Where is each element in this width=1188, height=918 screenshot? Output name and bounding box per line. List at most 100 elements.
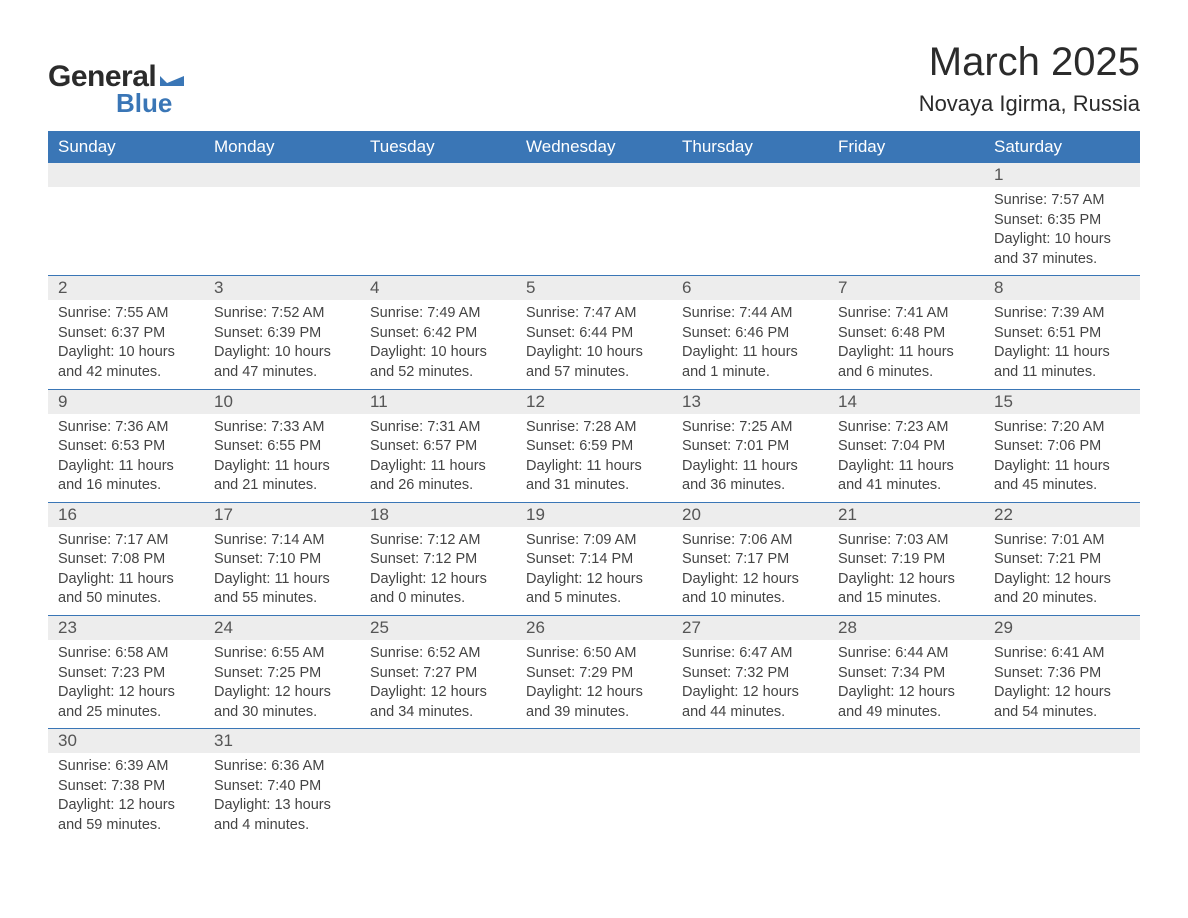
weekday-header: Monday	[204, 131, 360, 163]
day-number	[360, 729, 516, 753]
day-body: Sunrise: 7:41 AMSunset: 6:48 PMDaylight:…	[828, 300, 984, 388]
day-sunrise: Sunrise: 7:09 AM	[526, 531, 662, 551]
calendar-cell	[672, 729, 828, 842]
day-daylight1: Daylight: 12 hours	[682, 683, 818, 703]
calendar-cell: 20Sunrise: 7:06 AMSunset: 7:17 PMDayligh…	[672, 502, 828, 615]
weekday-header: Wednesday	[516, 131, 672, 163]
day-number	[204, 163, 360, 187]
day-daylight2: and 42 minutes.	[58, 363, 194, 383]
calendar-week-row: 2Sunrise: 7:55 AMSunset: 6:37 PMDaylight…	[48, 276, 1140, 389]
day-sunset: Sunset: 7:04 PM	[838, 437, 974, 457]
day-number: 31	[204, 729, 360, 753]
calendar-week-row: 30Sunrise: 6:39 AMSunset: 7:38 PMDayligh…	[48, 729, 1140, 842]
day-number: 7	[828, 276, 984, 300]
calendar-cell: 2 Sunrise: 7:55 AMSunset: 6:37 PMDaylight…	[48, 276, 204, 389]
day-sunset: Sunset: 7:25 PM	[214, 664, 350, 684]
day-sunrise: Sunrise: 7:31 AM	[370, 418, 506, 438]
day-sunset: Sunset: 6:59 PM	[526, 437, 662, 457]
day-daylight1: Daylight: 11 hours	[58, 457, 194, 477]
day-body	[516, 187, 672, 267]
calendar-cell: 21Sunrise: 7:03 AMSunset: 7:19 PMDayligh…	[828, 502, 984, 615]
day-daylight2: and 15 minutes.	[838, 589, 974, 609]
day-sunrise: Sunrise: 7:25 AM	[682, 418, 818, 438]
day-number: 6	[672, 276, 828, 300]
calendar-cell: 11Sunrise: 7:31 AMSunset: 6:57 PMDayligh…	[360, 389, 516, 502]
day-body: Sunrise: 6:36 AMSunset: 7:40 PMDaylight:…	[204, 753, 360, 841]
calendar-week-row: 1Sunrise: 7:57 AMSunset: 6:35 PMDaylight…	[48, 163, 1140, 276]
calendar-cell	[360, 163, 516, 276]
day-number: 5	[516, 276, 672, 300]
day-daylight1: Daylight: 12 hours	[214, 683, 350, 703]
day-number	[672, 163, 828, 187]
day-sunrise: Sunrise: 7:55 AM	[58, 304, 194, 324]
day-number: 2	[48, 276, 204, 300]
logo: General Blue	[48, 60, 184, 119]
day-sunset: Sunset: 6:37 PM	[58, 324, 194, 344]
day-daylight2: and 52 minutes.	[370, 363, 506, 383]
calendar-cell	[516, 163, 672, 276]
calendar-cell	[984, 729, 1140, 842]
calendar-cell: 13Sunrise: 7:25 AMSunset: 7:01 PMDayligh…	[672, 389, 828, 502]
day-sunrise: Sunrise: 6:47 AM	[682, 644, 818, 664]
day-number	[828, 163, 984, 187]
day-daylight2: and 41 minutes.	[838, 476, 974, 496]
day-sunrise: Sunrise: 7:03 AM	[838, 531, 974, 551]
day-daylight1: Daylight: 12 hours	[682, 570, 818, 590]
day-number: 20	[672, 503, 828, 527]
day-body: Sunrise: 7:39 AMSunset: 6:51 PMDaylight:…	[984, 300, 1140, 388]
day-body	[516, 753, 672, 833]
calendar-cell: 26Sunrise: 6:50 AMSunset: 7:29 PMDayligh…	[516, 616, 672, 729]
day-daylight2: and 10 minutes.	[682, 589, 818, 609]
day-daylight1: Daylight: 12 hours	[994, 570, 1130, 590]
day-daylight1: Daylight: 11 hours	[214, 570, 350, 590]
day-daylight2: and 21 minutes.	[214, 476, 350, 496]
day-daylight1: Daylight: 12 hours	[370, 683, 506, 703]
calendar-cell: 28Sunrise: 6:44 AMSunset: 7:34 PMDayligh…	[828, 616, 984, 729]
day-body: Sunrise: 7:31 AMSunset: 6:57 PMDaylight:…	[360, 414, 516, 502]
day-sunrise: Sunrise: 6:55 AM	[214, 644, 350, 664]
day-number: 21	[828, 503, 984, 527]
calendar-week-row: 16Sunrise: 7:17 AMSunset: 7:08 PMDayligh…	[48, 502, 1140, 615]
day-daylight1: Daylight: 12 hours	[58, 683, 194, 703]
calendar-cell: 27Sunrise: 6:47 AMSunset: 7:32 PMDayligh…	[672, 616, 828, 729]
weekday-header: Thursday	[672, 131, 828, 163]
day-number: 22	[984, 503, 1140, 527]
weekday-header: Tuesday	[360, 131, 516, 163]
day-number: 25	[360, 616, 516, 640]
day-sunrise: Sunrise: 7:47 AM	[526, 304, 662, 324]
day-body: Sunrise: 7:52 AMSunset: 6:39 PMDaylight:…	[204, 300, 360, 388]
calendar-cell: 29Sunrise: 6:41 AMSunset: 7:36 PMDayligh…	[984, 616, 1140, 729]
day-daylight1: Daylight: 11 hours	[682, 457, 818, 477]
calendar-cell: 8Sunrise: 7:39 AMSunset: 6:51 PMDaylight…	[984, 276, 1140, 389]
day-body: Sunrise: 7:33 AMSunset: 6:55 PMDaylight:…	[204, 414, 360, 502]
calendar-cell: 16Sunrise: 7:17 AMSunset: 7:08 PMDayligh…	[48, 502, 204, 615]
day-sunrise: Sunrise: 7:36 AM	[58, 418, 194, 438]
calendar-cell: 31Sunrise: 6:36 AMSunset: 7:40 PMDayligh…	[204, 729, 360, 842]
day-daylight1: Daylight: 12 hours	[838, 570, 974, 590]
day-sunset: Sunset: 6:53 PM	[58, 437, 194, 457]
month-title: March 2025	[919, 40, 1140, 85]
calendar-cell: 9Sunrise: 7:36 AMSunset: 6:53 PMDaylight…	[48, 389, 204, 502]
location: Novaya Igirma, Russia	[919, 91, 1140, 117]
day-sunset: Sunset: 6:51 PM	[994, 324, 1130, 344]
calendar-cell: 10Sunrise: 7:33 AMSunset: 6:55 PMDayligh…	[204, 389, 360, 502]
day-sunrise: Sunrise: 7:28 AM	[526, 418, 662, 438]
weekday-header-row: Sunday Monday Tuesday Wednesday Thursday…	[48, 131, 1140, 163]
day-number	[516, 729, 672, 753]
day-body	[48, 187, 204, 267]
day-daylight1: Daylight: 10 hours	[58, 343, 194, 363]
day-body	[360, 753, 516, 833]
day-daylight1: Daylight: 10 hours	[994, 230, 1130, 250]
day-number: 29	[984, 616, 1140, 640]
day-number: 15	[984, 390, 1140, 414]
day-sunset: Sunset: 6:46 PM	[682, 324, 818, 344]
day-daylight1: Daylight: 10 hours	[526, 343, 662, 363]
day-body: Sunrise: 6:50 AMSunset: 7:29 PMDaylight:…	[516, 640, 672, 728]
day-sunrise: Sunrise: 6:58 AM	[58, 644, 194, 664]
calendar-cell: 25Sunrise: 6:52 AMSunset: 7:27 PMDayligh…	[360, 616, 516, 729]
day-sunrise: Sunrise: 6:52 AM	[370, 644, 506, 664]
day-daylight1: Daylight: 11 hours	[838, 457, 974, 477]
calendar-body: 1Sunrise: 7:57 AMSunset: 6:35 PMDaylight…	[48, 163, 1140, 842]
day-number	[360, 163, 516, 187]
calendar-cell: 24Sunrise: 6:55 AMSunset: 7:25 PMDayligh…	[204, 616, 360, 729]
